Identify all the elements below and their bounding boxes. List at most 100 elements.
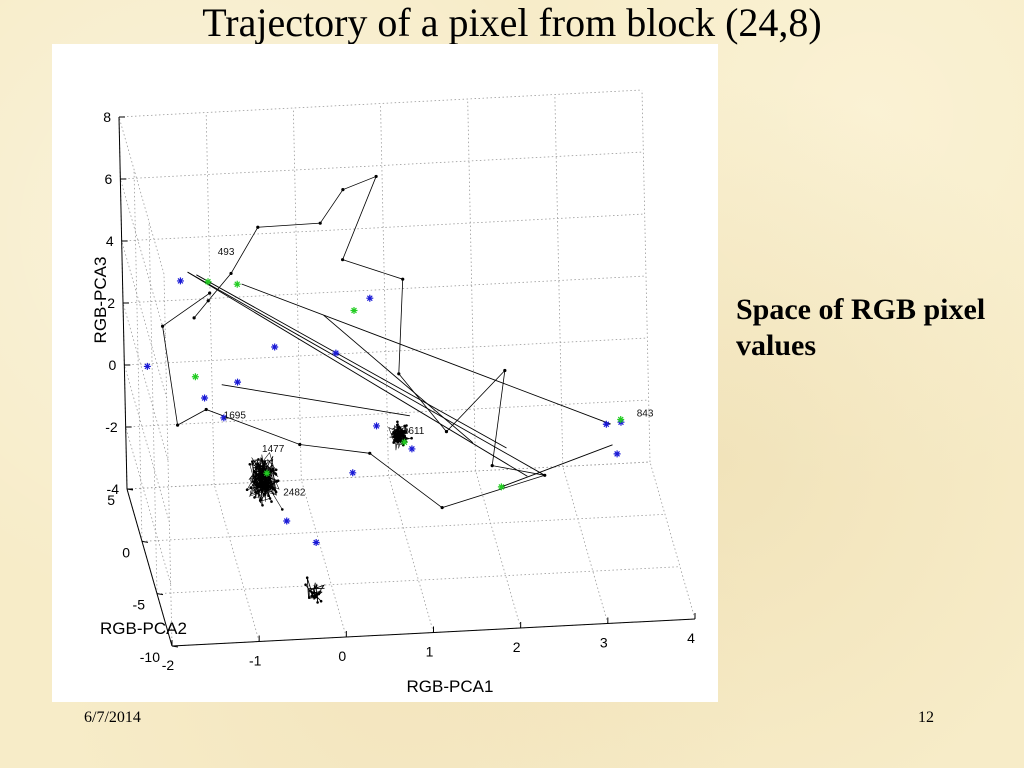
cluster-point [251, 460, 254, 463]
grid-line-floor-x [562, 466, 609, 624]
cluster-point [395, 435, 398, 439]
slide-title: Trajectory of a pixel from block (24,8) [202, 0, 822, 45]
cluster-point [264, 479, 268, 482]
star-markers [143, 277, 625, 546]
trajectory-point [160, 324, 165, 328]
cluster-point [397, 434, 401, 437]
green-star-marker [233, 280, 241, 288]
x-tick-label: 4 [687, 630, 695, 646]
page-number: 12 [918, 709, 934, 726]
grid-line-backwall-z [121, 213, 645, 242]
trajectory-point [440, 506, 444, 510]
cluster-point [274, 490, 278, 494]
trajectory-chord [187, 271, 528, 477]
footer-date: 6/7/2014 [84, 709, 141, 726]
trajectory-point [318, 221, 322, 225]
blue-star-marker [176, 277, 184, 285]
y-tick-label: 0 [122, 544, 130, 560]
grid-line-sidewall-z [121, 240, 168, 399]
trajectory-chord [196, 274, 507, 449]
grid-line-backwall-z [120, 151, 644, 180]
point-annotation: 1695 [224, 410, 247, 421]
z-tick-label: 8 [103, 109, 111, 125]
z-tick-label: -2 [105, 419, 118, 435]
cluster-point [267, 484, 270, 487]
grid-line-floor-y [156, 566, 681, 595]
cluster-trajectory-3 [305, 577, 326, 603]
cluster-point [403, 424, 406, 428]
grid-line-floor-x [388, 475, 434, 633]
point-annotation: 1477 [262, 444, 285, 455]
trajectory-chord [241, 283, 611, 425]
cluster-point [281, 508, 284, 511]
cluster-point [396, 420, 399, 424]
cluster-point [399, 439, 403, 442]
cluster-point [317, 592, 321, 596]
grid-line-backwall-z [126, 461, 651, 490]
cluster-point [270, 500, 273, 503]
cluster-point [400, 429, 403, 432]
cluster-point [269, 480, 273, 484]
cluster-point [264, 486, 268, 489]
grid-line-backwall-z [118, 89, 643, 118]
trajectory-chord [501, 444, 613, 488]
y-axis-line [126, 488, 173, 647]
green-star-marker [204, 278, 212, 286]
y-tick-label: -5 [133, 597, 146, 613]
y-tick-label: 5 [107, 492, 115, 508]
cluster-point [251, 480, 255, 483]
cluster-point [255, 478, 258, 481]
cluster-point [401, 432, 405, 436]
cluster-point [403, 429, 407, 433]
green-star-marker [191, 373, 199, 381]
trajectory-point [397, 372, 401, 376]
trajectory-point [341, 258, 345, 262]
blue-star-marker [143, 362, 151, 370]
cluster-point [268, 477, 272, 481]
grid-line-floor-y [141, 513, 666, 542]
axes [118, 116, 696, 648]
z-tick-label: -4 [107, 481, 120, 497]
cluster-point [396, 440, 399, 444]
trajectory-point [229, 271, 233, 276]
blue-star-marker [349, 469, 357, 477]
trajectory-chord [323, 314, 474, 444]
cluster-point [274, 468, 278, 472]
cluster-point [314, 595, 317, 599]
trajectory-point [503, 368, 507, 373]
cluster-point [274, 472, 277, 475]
cluster-point [245, 488, 249, 492]
cluster-point [252, 470, 256, 474]
cluster-point [310, 594, 314, 598]
cluster-point [261, 465, 265, 469]
x-tick-label: -1 [249, 653, 262, 669]
trajectory-point [206, 299, 210, 303]
trajectory-path [162, 175, 545, 509]
chart-panel: -2 -1 0 1 2 3 4 -10 -5 0 5 -4 -2 0 2 4 6 8 493 1695 1477 248… [52, 44, 718, 702]
trajectory-point [208, 291, 212, 295]
grid-line-backwall-z [124, 337, 648, 366]
cluster-point [257, 458, 260, 461]
blue-star-marker [602, 420, 610, 428]
blue-star-marker [220, 414, 228, 422]
grid-line-sidewall-z [119, 178, 166, 337]
z-tick-label: 0 [109, 357, 117, 373]
cluster-point [392, 430, 395, 434]
cluster-point [257, 489, 261, 493]
blue-star-marker [201, 394, 209, 402]
z-axis-label: RGB-PCA3 [91, 257, 110, 344]
cluster-point [267, 494, 270, 498]
cluster-point [261, 474, 264, 478]
cluster-point [410, 436, 413, 440]
cluster-point [271, 467, 275, 471]
cluster-point [393, 433, 396, 437]
cluster-point [397, 431, 400, 435]
cluster-point [271, 487, 275, 491]
green-star-marker [350, 307, 358, 315]
side-caption: Space of RGB pixel values [736, 293, 986, 362]
x-axis-label: RGB-PCA1 [407, 677, 494, 696]
grid-line-floor-x [300, 479, 347, 638]
trajectory-point [175, 423, 180, 427]
trajectory-point [298, 442, 302, 447]
